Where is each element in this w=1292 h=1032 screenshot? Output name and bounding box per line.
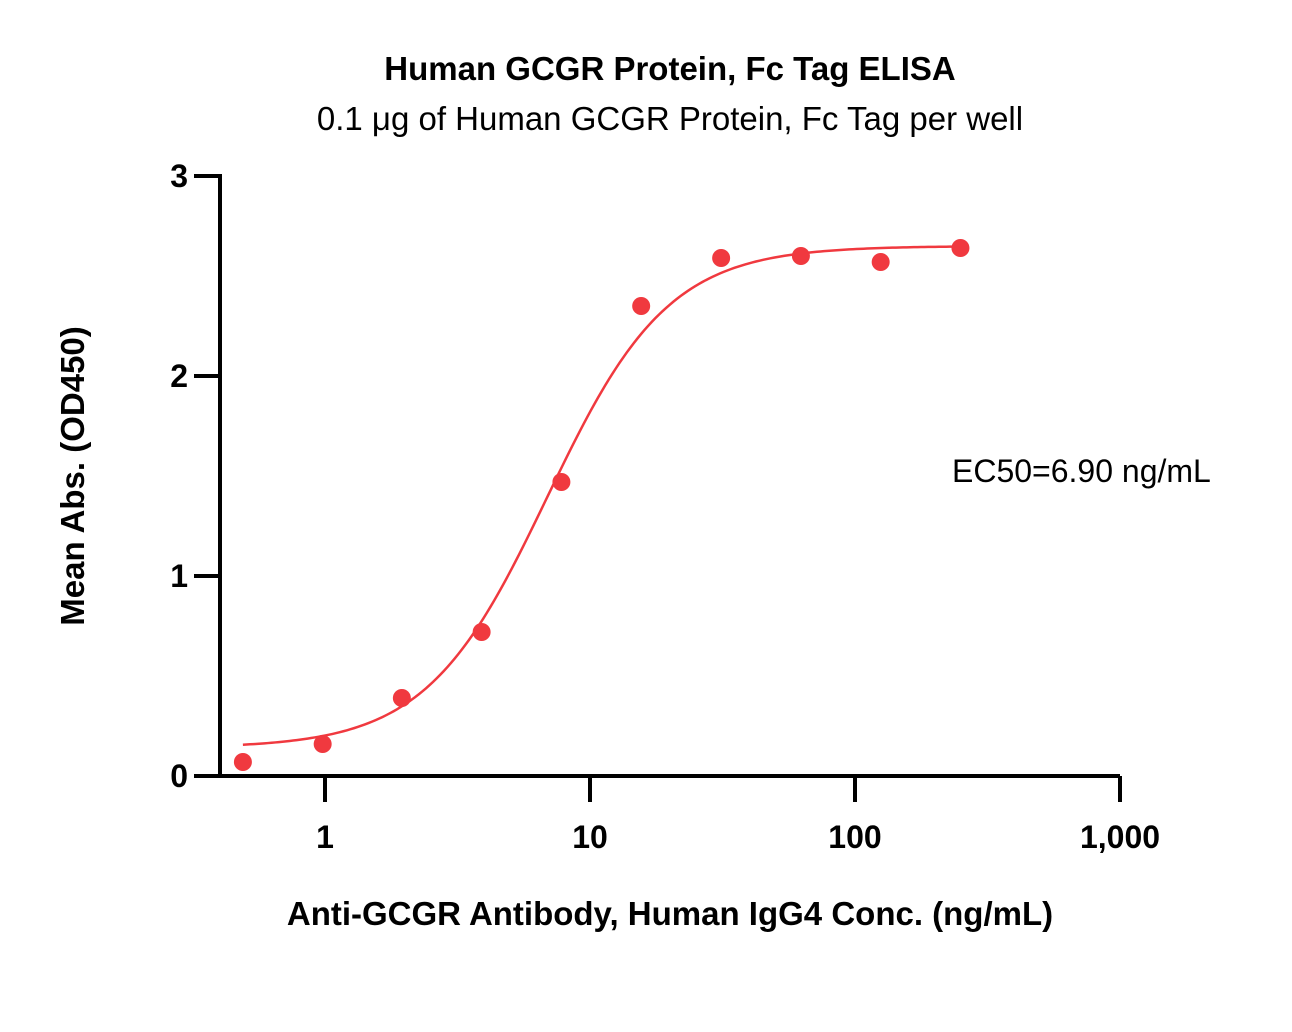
- chart-title: Human GCGR Protein, Fc Tag ELISA: [384, 50, 955, 87]
- x-axis-title: Anti-GCGR Antibody, Human IgG4 Conc. (ng…: [287, 895, 1053, 932]
- axes: [218, 174, 1120, 778]
- data-point: [712, 249, 731, 267]
- data-point: [233, 753, 252, 771]
- data-point: [472, 623, 491, 641]
- x-tick-label-1000: 1,000: [1080, 819, 1160, 855]
- ec50-annotation: EC50=6.90 ng/mL: [952, 453, 1211, 489]
- data-point: [951, 239, 970, 257]
- data-point: [552, 473, 571, 491]
- y-tick-label-2: 2: [170, 358, 188, 394]
- data-point: [313, 735, 332, 753]
- y-tick-label-3: 3: [170, 158, 188, 194]
- data-point: [791, 247, 810, 265]
- data-points: [233, 239, 970, 771]
- x-tick-label-100: 100: [828, 819, 881, 855]
- chart-subtitle: 0.1 μg of Human GCGR Protein, Fc Tag per…: [317, 100, 1023, 137]
- x-axis-ticks: 1 10 100 1,000: [316, 776, 1160, 855]
- data-point: [632, 297, 651, 315]
- data-point: [392, 689, 411, 707]
- data-point: [871, 253, 890, 271]
- x-tick-label-1: 1: [316, 819, 334, 855]
- fit-curve: [242, 245, 961, 746]
- x-tick-label-10: 10: [572, 819, 608, 855]
- y-tick-label-0: 0: [170, 758, 188, 794]
- y-tick-label-1: 1: [170, 558, 188, 594]
- y-axis-title: Mean Abs. (OD450): [54, 326, 91, 626]
- y-axis-ticks: 0 1 2 3: [170, 158, 220, 794]
